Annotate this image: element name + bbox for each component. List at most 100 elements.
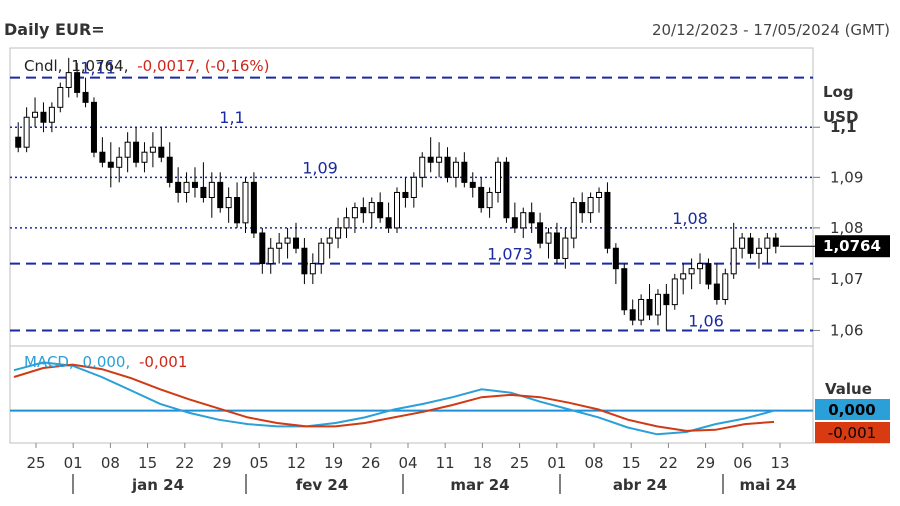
macd-legend-signal: -0,001 bbox=[139, 353, 187, 371]
candle-body bbox=[621, 268, 628, 311]
candle-body bbox=[57, 86, 64, 108]
candle-body bbox=[141, 151, 148, 163]
level-label: 1,08 bbox=[672, 209, 708, 228]
date-tick-label: 08 bbox=[584, 454, 603, 472]
month-label: jan 24 bbox=[131, 476, 184, 494]
last-price-badge bbox=[815, 235, 890, 258]
candle-body bbox=[175, 181, 182, 193]
candle-body bbox=[638, 298, 645, 321]
price-scale-type: Log bbox=[823, 83, 854, 101]
candle-body bbox=[74, 72, 81, 93]
date-tick-label: 01 bbox=[547, 454, 566, 472]
date-tick-label: 19 bbox=[324, 454, 343, 472]
level-label: 1,073 bbox=[487, 245, 533, 264]
last-price-value: 1,0764 bbox=[823, 237, 881, 255]
date-tick-label: 29 bbox=[696, 454, 715, 472]
candle-body bbox=[713, 283, 720, 300]
candle-body bbox=[596, 191, 603, 199]
macd-value: 0,000 bbox=[828, 401, 875, 419]
candle-body bbox=[511, 217, 518, 229]
date-tick-label: 26 bbox=[361, 454, 380, 472]
date-range: 20/12/2023 - 17/05/2024 (GMT) bbox=[651, 21, 890, 39]
candle-body bbox=[697, 263, 704, 270]
date-tick-label: 22 bbox=[659, 454, 678, 472]
candle-body bbox=[343, 217, 350, 229]
candle-body bbox=[208, 181, 215, 199]
candle-body bbox=[301, 247, 308, 275]
price-tick-label: 1,08 bbox=[830, 219, 863, 237]
candle-body bbox=[410, 176, 417, 199]
candle-body bbox=[351, 207, 358, 219]
candle-body bbox=[377, 202, 384, 219]
legend-last-value: 1,0764, bbox=[71, 57, 128, 75]
candle-body bbox=[99, 151, 106, 163]
candle-body bbox=[461, 161, 468, 183]
candle-body bbox=[427, 156, 434, 163]
candle-body bbox=[267, 247, 274, 265]
candle-body bbox=[739, 237, 746, 249]
price-tick-label: 1,07 bbox=[830, 270, 863, 288]
candle-body bbox=[158, 146, 165, 158]
candle-body bbox=[495, 161, 502, 193]
candle-body bbox=[747, 237, 754, 254]
date-tick-label: 12 bbox=[287, 454, 306, 472]
candle-body bbox=[335, 227, 342, 239]
date-tick-label: 15 bbox=[138, 454, 157, 472]
candle-body bbox=[764, 237, 771, 249]
candle-body bbox=[688, 268, 695, 275]
candle-body bbox=[520, 212, 527, 229]
chart-title: Daily EUR= bbox=[4, 20, 105, 39]
candle-body bbox=[730, 247, 737, 275]
candle-body bbox=[654, 293, 661, 316]
candle-body bbox=[537, 222, 544, 244]
date-tick-label: 25 bbox=[26, 454, 45, 472]
candle-body bbox=[250, 181, 257, 234]
candle-body bbox=[124, 141, 131, 158]
candle-body bbox=[394, 191, 400, 229]
svg-text:MACD, 0,000, -0,001: MACD, 0,000, -0,001 bbox=[24, 353, 187, 371]
candle-body bbox=[242, 181, 249, 224]
candle-body bbox=[217, 181, 224, 209]
date-tick-label: 18 bbox=[473, 454, 492, 472]
candle-body bbox=[48, 106, 55, 123]
price-tick-label: 1,09 bbox=[830, 168, 863, 186]
candle-body bbox=[259, 232, 266, 265]
macd-legend-name: MACD, bbox=[24, 353, 74, 371]
candle-body bbox=[478, 186, 485, 209]
candle-body bbox=[419, 156, 426, 178]
month-label: mai 24 bbox=[740, 476, 797, 494]
candle-body bbox=[116, 156, 123, 168]
candle-body bbox=[225, 197, 232, 209]
candle-body bbox=[503, 161, 510, 219]
date-tick-label: 04 bbox=[398, 454, 417, 472]
candle-body bbox=[318, 242, 325, 265]
candle-body bbox=[646, 298, 653, 316]
candle-body bbox=[722, 273, 729, 300]
date-tick-label: 11 bbox=[436, 454, 455, 472]
candle-body bbox=[385, 217, 392, 229]
candle-body bbox=[276, 242, 283, 249]
price-tick-label: 1,06 bbox=[830, 321, 863, 339]
signal-line bbox=[13, 363, 775, 432]
date-tick-label: 06 bbox=[733, 454, 752, 472]
candle-body bbox=[402, 191, 409, 199]
candle-body bbox=[368, 202, 375, 214]
candle-body bbox=[755, 247, 762, 254]
candle-body bbox=[545, 232, 552, 244]
date-tick-label: 13 bbox=[770, 454, 789, 472]
candle-body bbox=[452, 161, 459, 178]
candle-body bbox=[234, 197, 241, 224]
candle-body bbox=[671, 278, 678, 306]
level-label: 1,06 bbox=[688, 311, 724, 330]
candle-body bbox=[444, 156, 451, 178]
signal-value: -0,001 bbox=[828, 424, 876, 442]
candle-body bbox=[284, 237, 291, 244]
candle-body bbox=[326, 237, 333, 244]
candle-body bbox=[570, 202, 577, 239]
candle-body bbox=[107, 161, 114, 168]
date-tick-label: 05 bbox=[250, 454, 269, 472]
date-tick-label: 08 bbox=[101, 454, 120, 472]
candle-body bbox=[772, 237, 779, 247]
candle-body bbox=[90, 101, 97, 153]
